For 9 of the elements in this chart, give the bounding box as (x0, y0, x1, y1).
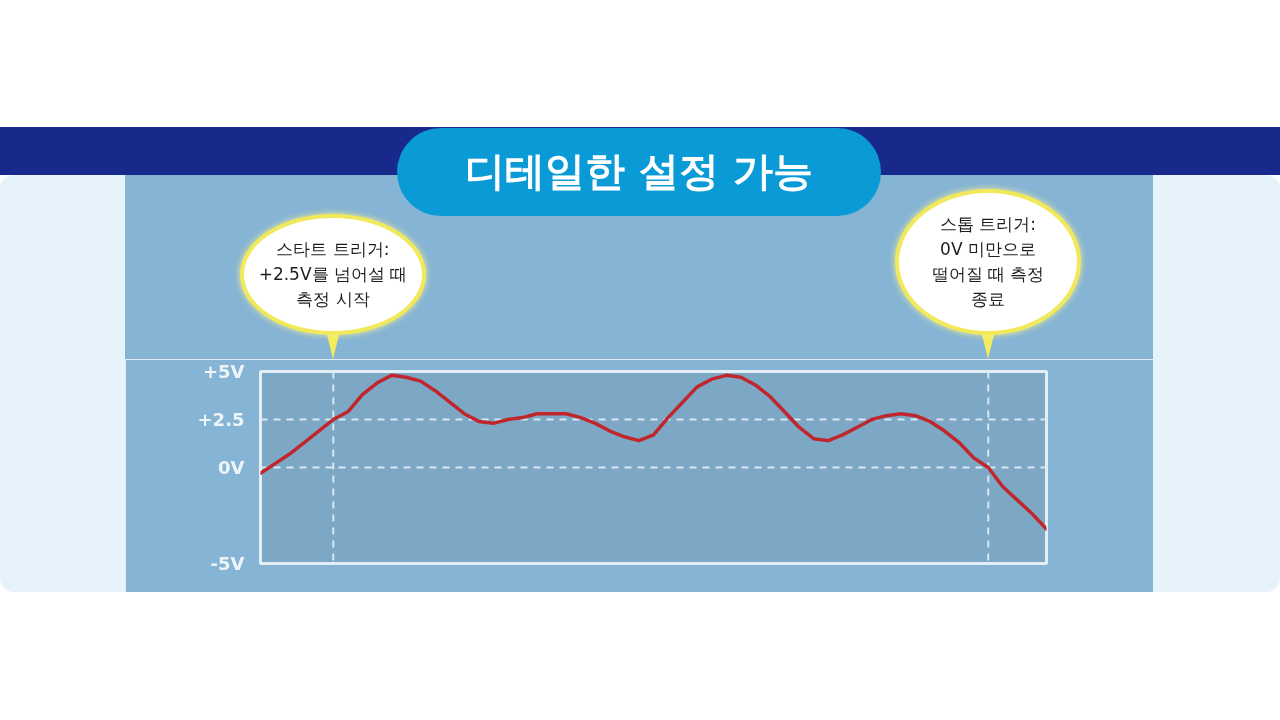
callout-bubble: 스타트 트리거: +2.5V를 넘어설 때 측정 시작 (240, 214, 426, 335)
callout-bubble: 스톱 트리거: 0V 미만으로 떨어질 때 측정 종료 (895, 189, 1081, 335)
line-series (260, 373, 1047, 531)
y-tick-label: +5V (202, 361, 245, 382)
y-tick-label: 0V (218, 457, 245, 478)
y-tick-label: +2.5 (197, 409, 245, 430)
chart-title: 디테일한 설정 가능 (465, 147, 813, 197)
title-pill: 디테일한 설정 가능 (397, 128, 881, 216)
y-tick-label: -5V (210, 553, 245, 574)
